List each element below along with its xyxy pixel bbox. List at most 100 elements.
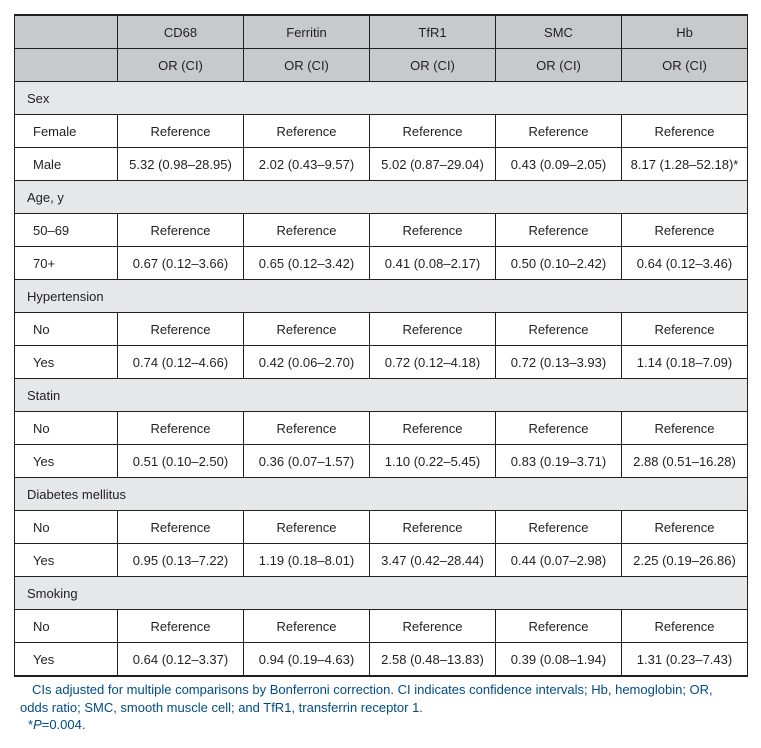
row-label: 50–69 bbox=[15, 214, 118, 247]
table-cell: Reference bbox=[118, 313, 244, 346]
table-cell: Reference bbox=[118, 115, 244, 148]
table-cell: 0.51 (0.10–2.50) bbox=[118, 445, 244, 478]
table-row: 70+0.67 (0.12–3.66)0.65 (0.12–3.42)0.41 … bbox=[15, 247, 748, 280]
table-cell: Reference bbox=[370, 610, 496, 643]
row-label: Yes bbox=[15, 544, 118, 577]
table-row: Yes0.95 (0.13–7.22)1.19 (0.18–8.01)3.47 … bbox=[15, 544, 748, 577]
row-label: No bbox=[15, 412, 118, 445]
table-row: Male5.32 (0.98–28.95)2.02 (0.43–9.57)5.0… bbox=[15, 148, 748, 181]
table-cell: 1.19 (0.18–8.01) bbox=[244, 544, 370, 577]
row-label: 70+ bbox=[15, 247, 118, 280]
table-cell: 0.39 (0.08–1.94) bbox=[496, 643, 622, 677]
table-cell: Reference bbox=[496, 313, 622, 346]
subheader-or-ci: OR (CI) bbox=[496, 49, 622, 82]
table-cell: 0.36 (0.07–1.57) bbox=[244, 445, 370, 478]
table-cell: Reference bbox=[622, 610, 748, 643]
section-title: Sex bbox=[15, 82, 748, 115]
header-tfr1: TfR1 bbox=[370, 15, 496, 49]
table-row: NoReferenceReferenceReferenceReferenceRe… bbox=[15, 412, 748, 445]
table-cell: Reference bbox=[370, 412, 496, 445]
row-label: Yes bbox=[15, 445, 118, 478]
table-cell: Reference bbox=[622, 313, 748, 346]
section-title: Hypertension bbox=[15, 280, 748, 313]
table-cell: Reference bbox=[370, 313, 496, 346]
table-cell: 0.72 (0.12–4.18) bbox=[370, 346, 496, 379]
table-cell: Reference bbox=[622, 214, 748, 247]
section-title: Smoking bbox=[15, 577, 748, 610]
stats-table: CD68 Ferritin TfR1 SMC Hb OR (CI) OR (CI… bbox=[14, 14, 748, 677]
header-smc: SMC bbox=[496, 15, 622, 49]
subheader-or-ci: OR (CI) bbox=[118, 49, 244, 82]
table-cell: Reference bbox=[496, 412, 622, 445]
table-row: NoReferenceReferenceReferenceReferenceRe… bbox=[15, 610, 748, 643]
footnote-p-value: =0.004. bbox=[42, 717, 86, 732]
table-cell: 3.47 (0.42–28.44) bbox=[370, 544, 496, 577]
table-cell: 8.17 (1.28–52.18)* bbox=[622, 148, 748, 181]
table-cell: 5.32 (0.98–28.95) bbox=[118, 148, 244, 181]
subheader-or-ci: OR (CI) bbox=[622, 49, 748, 82]
row-label: No bbox=[15, 313, 118, 346]
table-cell: Reference bbox=[496, 115, 622, 148]
section-title: Age, y bbox=[15, 181, 748, 214]
table-cell: Reference bbox=[244, 412, 370, 445]
table-cell: Reference bbox=[496, 511, 622, 544]
table-cell: Reference bbox=[370, 214, 496, 247]
row-label: Yes bbox=[15, 643, 118, 677]
subheader-or-ci: OR (CI) bbox=[244, 49, 370, 82]
table-cell: 5.02 (0.87–29.04) bbox=[370, 148, 496, 181]
table-row: Yes0.74 (0.12–4.66)0.42 (0.06–2.70)0.72 … bbox=[15, 346, 748, 379]
table-cell: 2.02 (0.43–9.57) bbox=[244, 148, 370, 181]
table-cell: 0.44 (0.07–2.98) bbox=[496, 544, 622, 577]
table-cell: 0.74 (0.12–4.66) bbox=[118, 346, 244, 379]
row-label: No bbox=[15, 610, 118, 643]
table-cell: 0.64 (0.12–3.46) bbox=[622, 247, 748, 280]
header-hb: Hb bbox=[622, 15, 748, 49]
table-row: NoReferenceReferenceReferenceReferenceRe… bbox=[15, 313, 748, 346]
table-cell: Reference bbox=[496, 610, 622, 643]
table-cell: Reference bbox=[370, 115, 496, 148]
footnotes: CIs adjusted for multiple comparisons by… bbox=[14, 681, 747, 734]
row-label: Female bbox=[15, 115, 118, 148]
table-row: NoReferenceReferenceReferenceReferenceRe… bbox=[15, 511, 748, 544]
table-cell: Reference bbox=[244, 313, 370, 346]
table-cell: Reference bbox=[118, 214, 244, 247]
row-label: Yes bbox=[15, 346, 118, 379]
table-cell: 0.42 (0.06–2.70) bbox=[244, 346, 370, 379]
table-cell: 0.65 (0.12–3.42) bbox=[244, 247, 370, 280]
table-cell: Reference bbox=[622, 115, 748, 148]
table-cell: 0.95 (0.13–7.22) bbox=[118, 544, 244, 577]
table-cell: 0.64 (0.12–3.37) bbox=[118, 643, 244, 677]
table-cell: Reference bbox=[244, 115, 370, 148]
table-cell: Reference bbox=[118, 511, 244, 544]
table-cell: 1.10 (0.22–5.45) bbox=[370, 445, 496, 478]
section-title: Diabetes mellitus bbox=[15, 478, 748, 511]
footnote-line-2: *P=0.004. bbox=[20, 716, 741, 734]
table-cell: 0.43 (0.09–2.05) bbox=[496, 148, 622, 181]
table-cell: 0.94 (0.19–4.63) bbox=[244, 643, 370, 677]
table-cell: 0.41 (0.08–2.17) bbox=[370, 247, 496, 280]
table-row: FemaleReferenceReferenceReferenceReferen… bbox=[15, 115, 748, 148]
table-cell: 1.14 (0.18–7.09) bbox=[622, 346, 748, 379]
table-header: CD68 Ferritin TfR1 SMC Hb OR (CI) OR (CI… bbox=[15, 15, 748, 82]
table-cell: Reference bbox=[244, 511, 370, 544]
table-cell: 2.25 (0.19–26.86) bbox=[622, 544, 748, 577]
header-cd68: CD68 bbox=[118, 15, 244, 49]
table-cell: Reference bbox=[622, 511, 748, 544]
subheader-blank bbox=[15, 49, 118, 82]
table-body: SexFemaleReferenceReferenceReferenceRefe… bbox=[15, 82, 748, 677]
row-label: No bbox=[15, 511, 118, 544]
table-cell: Reference bbox=[244, 214, 370, 247]
table-cell: Reference bbox=[622, 412, 748, 445]
table-cell: Reference bbox=[370, 511, 496, 544]
table-row: Yes0.51 (0.10–2.50)0.36 (0.07–1.57)1.10 … bbox=[15, 445, 748, 478]
table-cell: 0.72 (0.13–3.93) bbox=[496, 346, 622, 379]
table-cell: Reference bbox=[118, 412, 244, 445]
table-cell: 1.31 (0.23–7.43) bbox=[622, 643, 748, 677]
table-cell: Reference bbox=[118, 610, 244, 643]
table-cell: 2.58 (0.48–13.83) bbox=[370, 643, 496, 677]
subheader-or-ci: OR (CI) bbox=[370, 49, 496, 82]
table-cell: 0.50 (0.10–2.42) bbox=[496, 247, 622, 280]
table-cell: 2.88 (0.51–16.28) bbox=[622, 445, 748, 478]
row-label: Male bbox=[15, 148, 118, 181]
table-cell: 0.67 (0.12–3.66) bbox=[118, 247, 244, 280]
